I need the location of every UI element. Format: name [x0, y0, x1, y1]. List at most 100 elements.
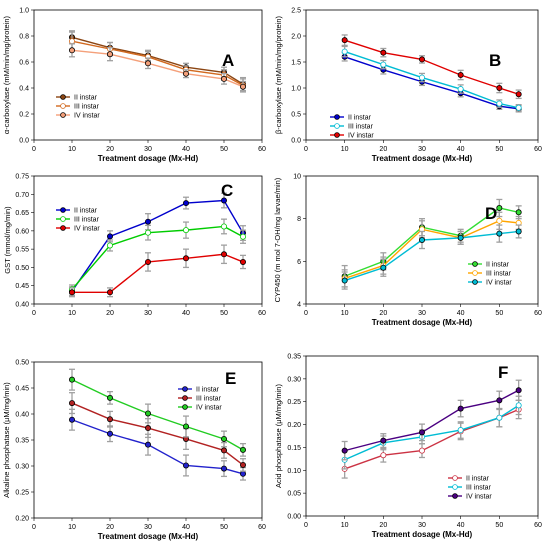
panel-e-y-axis-title: Alkaline phosphatase (μM/mg/min)	[2, 382, 11, 498]
panel-c-y-tick-label: 0.65	[15, 210, 29, 217]
panel-f-series-2-point	[515, 402, 522, 409]
panel-e-series-3-point	[239, 446, 246, 453]
panel-e-series-2-point	[144, 425, 151, 432]
panel-d-series-2-point	[496, 217, 503, 224]
panel-e-x-tick-label: 40	[182, 524, 190, 531]
panel-d-x-tick-label: 0	[304, 310, 308, 317]
panel-a-y-tick-label: 0.2	[19, 112, 29, 119]
panel-c-series-3-line	[72, 253, 244, 293]
panel-b-series-2-point	[341, 48, 348, 55]
panel-f-series-3	[341, 379, 522, 461]
panel-f-series-3-line	[344, 389, 519, 452]
panel-e-series-2-point	[107, 416, 114, 423]
panel-b-series-3-point	[457, 72, 464, 79]
panel-f-x-tick-label: 0	[304, 522, 308, 529]
panel-f-y-tick-label: 0.35	[287, 354, 301, 361]
panel-c-x-tick-label: 40	[182, 310, 190, 317]
panel-f-series-3-point	[457, 405, 464, 412]
panel-b-legend-swatch-marker	[334, 114, 340, 120]
panel-c-y-axis-title: GST (mmol/mg/min)	[3, 206, 12, 274]
panel-b-series-2-point	[496, 100, 503, 107]
panel-a-x-axis-title: Treatment dosage (Mx-Hd)	[98, 154, 199, 163]
panel-e: 0 10 20 30 40 50 60 0.20 0.25 0.30 0.35 0.40 0.45 0.5…	[2, 360, 266, 542]
panel-c-series-3-point	[239, 258, 246, 265]
panel-c-legend-label: II instar	[74, 208, 98, 215]
panel-a-legend-swatch-marker	[60, 94, 66, 100]
panel-b-series-2-point	[418, 74, 425, 81]
panel-f-series-2-point	[496, 414, 503, 421]
panel-d-legend-label: II instar	[486, 262, 510, 269]
panel-b-series-2-point	[515, 104, 522, 111]
panel-b-y-tick-label: 0.0	[291, 138, 301, 145]
panel-e-legend-swatch-marker	[182, 386, 188, 392]
panel-b-series-2-point	[380, 61, 387, 68]
panel-f-y-axis-title: Acid phosphatase (μM/mg/min)	[274, 384, 283, 488]
panel-d-series-1-line	[344, 207, 519, 277]
panel-f-series-3-point	[341, 447, 348, 454]
panel-d-series-3-point	[380, 264, 387, 271]
panel-d-series-3-point	[515, 228, 522, 235]
panel-b-x-tick-label: 0	[304, 146, 308, 153]
panel-c-series-1-point	[144, 218, 151, 225]
panel-a-legend-swatch-marker	[60, 112, 66, 118]
panel-f-legend: II instar III instar IV instar	[448, 475, 492, 501]
panel-f-legend-label: II instar	[466, 476, 490, 483]
panel-b-x-axis-title: Treatment dosage (Mx-Hd)	[372, 154, 473, 163]
panel-b-legend-label: III instar	[348, 124, 374, 131]
panel-e-series-3	[69, 368, 246, 457]
panel-b-series-3-point	[380, 49, 387, 56]
panel-d-y-tick-label: 10	[293, 174, 301, 181]
panel-e-legend-label: IV instar	[196, 405, 222, 412]
panel-a-series-3-point	[69, 47, 76, 54]
panel-f-legend-swatch-marker	[452, 484, 458, 490]
panel-e-series-3-point	[182, 423, 189, 430]
panel-a-legend-swatch-marker	[60, 103, 66, 109]
panel-f-series-2-line	[344, 404, 520, 461]
panel-d-x-tick-label: 30	[418, 310, 426, 317]
panel-f-y-tick-label: 0.20	[287, 422, 301, 429]
panel-a-series-3-point	[107, 51, 114, 58]
panel-c-series-2-point	[220, 223, 227, 230]
panel-c-x-tick-label: 50	[220, 310, 228, 317]
panel-b-y-tick-label: 1.0	[291, 86, 301, 93]
panel-a-y-tick-label: 0.4	[19, 86, 29, 93]
panel-b-y-tick-label: 2.0	[291, 34, 301, 41]
panel-b-legend-label: IV instar	[348, 133, 374, 140]
panel-d-legend-label: IV instar	[486, 280, 512, 287]
panel-e-legend-swatch-marker	[182, 404, 188, 410]
panel-b-x-tick-label: 60	[534, 146, 542, 153]
panel-f-series-1-line	[344, 408, 519, 470]
panel-e-legend: II instar III instar IV instar	[178, 386, 222, 412]
panel-c-series-3-point	[107, 289, 114, 296]
panel-e-legend-label: III instar	[196, 396, 222, 403]
panel-e-series-1-line	[71, 419, 244, 475]
panel-e-series-3-point	[220, 435, 227, 442]
panel-e-y-tick-label: 0.30	[15, 464, 29, 471]
panel-b-y-tick-label: 0.5	[291, 112, 301, 119]
panel-b-series-3	[341, 34, 522, 100]
panel-a-series-3	[69, 43, 246, 93]
panel-a-y-tick-label: 0.0	[19, 138, 29, 145]
panel-e-series-1-point	[69, 416, 76, 423]
panel-b-x-tick-label: 40	[457, 146, 465, 153]
panel-a-legend-label: IV instar	[74, 113, 100, 120]
panel-c-x-tick-label: 30	[144, 310, 152, 317]
panel-d-y-tick-label: 4	[297, 302, 301, 309]
panel-d-letter: D	[485, 204, 497, 223]
panel-e-series-1	[69, 408, 246, 481]
panel-b-letter: B	[489, 51, 501, 70]
panel-f-series-3-point	[515, 387, 522, 394]
panel-c-legend-label: III instar	[74, 217, 100, 224]
panel-c-series-2	[69, 218, 246, 295]
panel-c-x-tick-label: 60	[258, 310, 266, 317]
panel-f-x-tick-label: 50	[495, 522, 503, 529]
panel-f-series-1	[341, 399, 522, 479]
panel-c-series-1-point	[182, 200, 189, 207]
panel-f-series-2	[341, 395, 522, 470]
panel-f-series-1-point	[380, 452, 387, 459]
panel-e-legend-swatch-marker	[182, 395, 188, 401]
panel-b-y-tick-label: 2.5	[291, 8, 301, 15]
panel-d-x-tick-label: 10	[341, 310, 349, 317]
panel-b-series-2-line	[344, 50, 519, 109]
panel-b-x-tick-label: 50	[495, 146, 503, 153]
